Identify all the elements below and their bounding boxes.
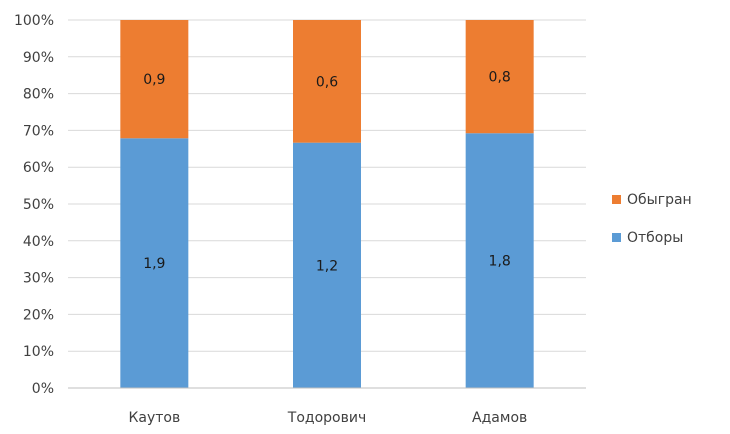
y-axis-tick-labels: 0% 10% 20% 30% 40% 50% 60% 70% 80% 90% 100%	[14, 13, 54, 397]
bar-segment	[120, 20, 189, 139]
y-tick-label: 90%	[23, 50, 54, 66]
legend: Обыгран Отборы	[612, 192, 692, 246]
y-tick-label: 0%	[32, 381, 54, 397]
y-tick-label: 80%	[23, 87, 54, 103]
bars	[120, 20, 534, 388]
data-label: 0,8	[489, 70, 511, 86]
legend-swatch	[612, 233, 621, 242]
y-tick-label: 20%	[23, 307, 54, 323]
data-label: 1,8	[489, 254, 511, 270]
y-tick-label: 70%	[23, 123, 54, 139]
x-category-label: Каутов	[128, 410, 180, 426]
y-tick-label: 10%	[23, 344, 54, 360]
data-label: 0,9	[143, 72, 165, 88]
legend-label: Отборы	[627, 230, 683, 246]
y-tick-label: 60%	[23, 160, 54, 176]
y-tick-label: 30%	[23, 271, 54, 287]
legend-swatch	[612, 195, 621, 204]
bar-segment	[465, 20, 534, 134]
data-labels: 1,9 0,9 1,2 0,6 1,8 0,8	[143, 70, 511, 275]
data-label: 0,6	[316, 74, 338, 90]
bar-segment	[293, 20, 361, 143]
y-tick-label: 100%	[14, 13, 54, 29]
x-axis-category-labels: Каутов Тодорович Адамов	[128, 410, 527, 426]
legend-label: Обыгран	[627, 192, 692, 208]
bar-segment	[293, 142, 361, 388]
data-label: 1,2	[316, 258, 338, 274]
y-tick-label: 50%	[23, 197, 54, 213]
y-tick-label: 40%	[23, 234, 54, 250]
x-category-label: Тодорович	[287, 410, 366, 426]
data-label: 1,9	[143, 256, 165, 272]
x-category-label: Адамов	[472, 410, 527, 426]
bar-segment	[465, 133, 534, 388]
bar-segment	[120, 138, 189, 388]
